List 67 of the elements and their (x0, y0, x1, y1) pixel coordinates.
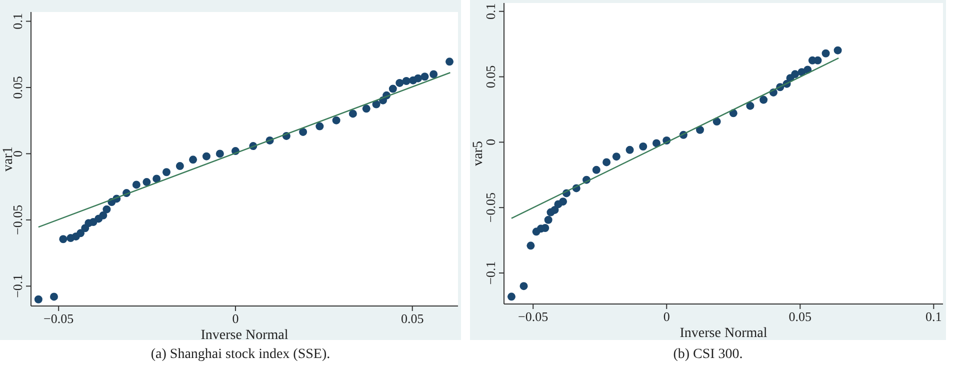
y-tick-label: 0.1 (483, 3, 498, 20)
point (348, 110, 357, 118)
point (612, 152, 620, 161)
point (102, 205, 111, 214)
point (402, 76, 410, 85)
point (50, 292, 58, 301)
point (526, 242, 535, 250)
point (34, 295, 42, 304)
x-tick-label: 0.1 (926, 309, 942, 324)
point (626, 146, 634, 154)
point (99, 211, 108, 220)
x-tick-label: −0.05 (44, 311, 74, 326)
y-tick-label: 0.1 (10, 13, 25, 30)
x-tick-label: 0 (232, 311, 239, 326)
y-tick-label: −0.1 (10, 274, 25, 298)
point (189, 156, 198, 164)
point (791, 70, 800, 78)
point (822, 49, 830, 58)
x-tick-label: 0.05 (788, 309, 812, 324)
point (362, 104, 370, 113)
text: (a) Shanghai stock index (SSE). (150, 347, 330, 362)
point (446, 58, 454, 66)
point (592, 166, 600, 174)
point (162, 168, 170, 176)
point (559, 198, 568, 206)
point (299, 128, 308, 136)
point (132, 180, 140, 189)
point (396, 78, 404, 87)
point (507, 292, 516, 301)
point (152, 174, 161, 183)
y-tick-label: 0 (483, 138, 498, 146)
point (202, 152, 210, 160)
y-tick-label: −0.1 (483, 261, 498, 285)
x-axis-title: Inverse Normal (680, 326, 768, 341)
y-tick-label: 0.05 (10, 76, 25, 99)
text: (b) CSI 300. (673, 347, 743, 362)
point (696, 126, 704, 134)
point (414, 74, 422, 82)
point (372, 100, 380, 108)
x-tick-label: −0.05 (518, 309, 548, 324)
point (420, 72, 429, 81)
point (550, 206, 559, 214)
point (760, 96, 768, 104)
x-axis-title: Inverse Normal (200, 328, 288, 343)
point (76, 229, 85, 238)
point (712, 118, 721, 126)
point (59, 235, 68, 244)
point (520, 282, 528, 290)
x-tick-label: 0 (663, 309, 670, 324)
y-tick-label: −0.05 (483, 192, 498, 223)
x-tick-label: 0.05 (400, 311, 424, 326)
point (388, 84, 397, 93)
point (430, 70, 438, 78)
point (176, 162, 184, 170)
point (332, 116, 340, 124)
y-axis-title: var5 (471, 141, 486, 166)
point (142, 178, 151, 186)
point (216, 150, 224, 158)
point (746, 102, 754, 110)
y-tick-label: 0.05 (483, 65, 498, 88)
point (602, 158, 611, 166)
point (639, 142, 648, 150)
point (316, 122, 324, 130)
point (834, 46, 842, 54)
y-tick-label: −0.05 (10, 204, 25, 235)
point (544, 216, 552, 224)
point (652, 139, 660, 148)
